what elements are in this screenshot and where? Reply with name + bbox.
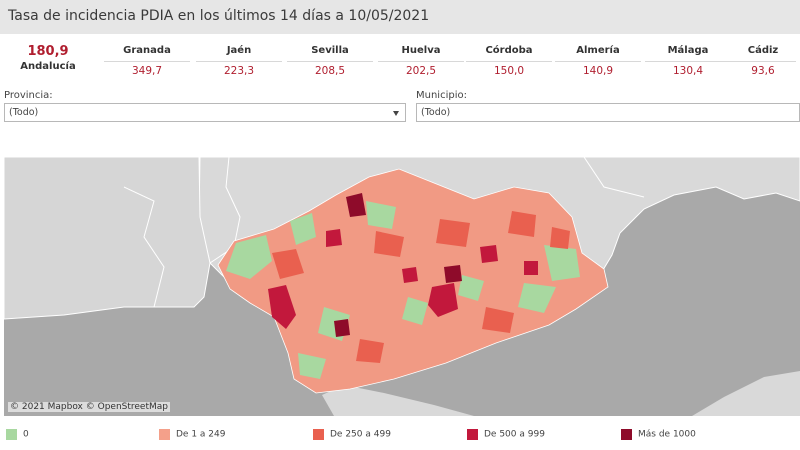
- province-name: Huelva: [401, 45, 441, 56]
- municipality-select[interactable]: (Todo): [416, 103, 800, 122]
- municipality-select-value: (Todo): [421, 107, 451, 118]
- province-value: 93,6: [730, 61, 796, 77]
- province-value: 208,5: [287, 61, 373, 77]
- province-name: Almería: [576, 45, 620, 56]
- province-name: Granada: [123, 45, 171, 56]
- border-line: [123, 186, 165, 308]
- legend-item[interactable]: Más de 1000: [621, 429, 696, 440]
- municipality-filter-label: Municipio:: [416, 90, 467, 101]
- incidence-map[interactable]: © 2021 Mapbox © OpenStreetMap: [4, 157, 800, 416]
- legend-swatch: [621, 429, 632, 440]
- coral-area: [272, 249, 304, 279]
- province-malaga[interactable]: Málaga 130,4: [645, 44, 731, 77]
- incidence-summary: 180,9 Andalucía Granada 349,7 Jaén 223,3…: [0, 40, 800, 84]
- legend-swatch: [6, 429, 17, 440]
- total-andalucia[interactable]: 180,9 Andalucía: [4, 44, 92, 72]
- coral-area: [482, 307, 514, 333]
- green-area: [226, 235, 272, 279]
- legend-label: 0: [23, 429, 29, 440]
- province-value: 202,5: [378, 61, 464, 77]
- province-name: Málaga: [667, 45, 709, 56]
- province-value: 223,3: [196, 61, 282, 77]
- land-mass: [692, 371, 800, 416]
- legend-label: Más de 1000: [638, 429, 696, 440]
- legend-label: De 1 a 249: [176, 429, 226, 440]
- map-legend: 0 De 1 a 249 De 250 a 499 De 500 a 999 M…: [0, 425, 800, 447]
- coral-area: [508, 211, 536, 237]
- coral-area: [374, 231, 404, 257]
- legend-item[interactable]: 0: [6, 429, 29, 440]
- maroon-area: [444, 265, 462, 283]
- legend-item[interactable]: De 250 a 499: [313, 429, 391, 440]
- red-area: [524, 261, 538, 275]
- legend-swatch: [313, 429, 324, 440]
- province-filter-label: Provincia:: [4, 90, 53, 101]
- legend-item[interactable]: De 500 a 999: [467, 429, 545, 440]
- province-huelva[interactable]: Huelva 202,5: [378, 44, 464, 77]
- province-granada[interactable]: Granada 349,7: [104, 44, 190, 77]
- red-area: [268, 285, 296, 329]
- red-area: [402, 267, 418, 283]
- province-cadiz[interactable]: Cádiz 93,6: [730, 44, 796, 77]
- border-line: [583, 157, 645, 198]
- green-area: [366, 201, 396, 229]
- green-area: [544, 245, 580, 281]
- green-area: [518, 283, 556, 313]
- coral-area: [356, 339, 384, 363]
- green-area: [402, 297, 428, 325]
- green-area: [458, 275, 484, 301]
- province-name: Cádiz: [747, 45, 779, 56]
- coral-area: [436, 219, 470, 247]
- province-name: Jaén: [226, 45, 252, 56]
- title-bar: Tasa de incidencia PDIA en los últimos 1…: [0, 0, 800, 34]
- map-attribution[interactable]: © 2021 Mapbox © OpenStreetMap: [8, 402, 170, 412]
- medium-incidence-areas: [272, 211, 570, 363]
- land-mass: [322, 385, 474, 416]
- province-value: 140,9: [555, 61, 641, 77]
- coral-area: [550, 227, 570, 249]
- legend-label: De 250 a 499: [330, 429, 391, 440]
- province-cordoba[interactable]: Córdoba 150,0: [466, 44, 552, 77]
- high-incidence-areas: [268, 229, 538, 329]
- legend-swatch: [159, 429, 170, 440]
- province-sevilla[interactable]: Sevilla 208,5: [287, 44, 373, 77]
- total-value: 180,9: [27, 44, 69, 59]
- province-name: Sevilla: [311, 45, 349, 56]
- maroon-area: [346, 193, 366, 217]
- green-area: [290, 213, 316, 245]
- red-area: [428, 283, 458, 317]
- chevron-down-icon[interactable]: [393, 111, 399, 116]
- red-area: [480, 245, 498, 263]
- legend-item[interactable]: De 1 a 249: [159, 429, 225, 440]
- province-value: 150,0: [466, 61, 552, 77]
- zero-incidence-areas: [226, 201, 580, 379]
- total-name: Andalucía: [20, 61, 76, 72]
- province-almeria[interactable]: Almería 140,9: [555, 44, 641, 77]
- map-canvas[interactable]: [4, 157, 800, 416]
- province-jaen[interactable]: Jaén 223,3: [196, 44, 282, 77]
- province-value: 349,7: [104, 61, 190, 77]
- legend-swatch: [467, 429, 478, 440]
- province-value: 130,4: [645, 61, 731, 77]
- land-mass: [4, 157, 211, 320]
- red-area: [326, 229, 342, 247]
- page-title: Tasa de incidencia PDIA en los últimos 1…: [8, 8, 430, 24]
- legend-label: De 500 a 999: [484, 429, 545, 440]
- province-select-value: (Todo): [9, 107, 39, 118]
- province-name: Córdoba: [485, 45, 533, 56]
- maroon-area: [334, 319, 350, 337]
- green-area: [298, 353, 326, 379]
- province-select[interactable]: (Todo): [4, 103, 406, 122]
- very-high-incidence-areas: [334, 193, 462, 337]
